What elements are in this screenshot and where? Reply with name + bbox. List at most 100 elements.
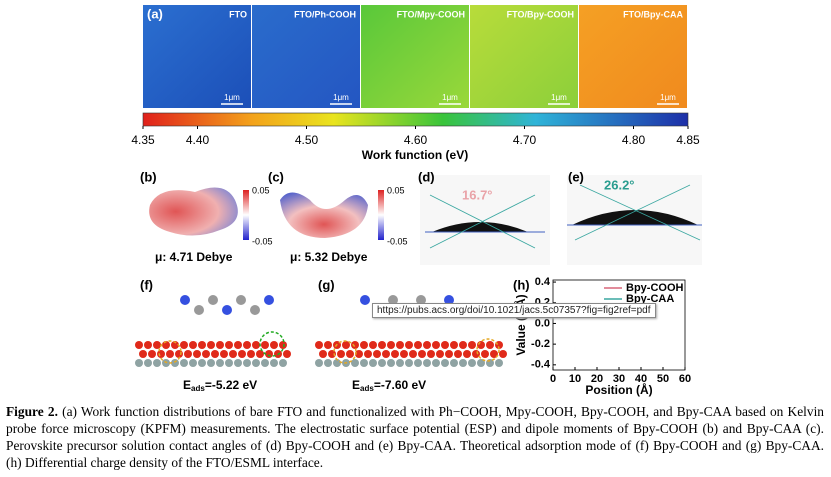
- atom: [324, 359, 332, 367]
- energy-value: =-5.22 eV: [205, 378, 257, 392]
- atom: [279, 359, 287, 367]
- adsorption-energy: Eads=-7.60 eV: [352, 378, 426, 393]
- atom: [405, 341, 413, 349]
- image-title: FTO: [229, 9, 247, 19]
- atom: [189, 359, 197, 367]
- scale-bar-label: 1μm: [333, 93, 349, 102]
- atom: [198, 341, 206, 349]
- scale-bar-label: 1μm: [551, 93, 567, 102]
- atom: [418, 350, 426, 358]
- atom: [360, 341, 368, 349]
- panel-label: (f): [140, 277, 153, 292]
- scale-max: 0.05: [252, 185, 270, 195]
- atom: [252, 341, 260, 349]
- atom: [387, 359, 395, 367]
- x-axis-label: Position (Å): [585, 382, 652, 397]
- atom: [229, 350, 237, 358]
- atom: [378, 341, 386, 349]
- image-title: FTO/Bpy-CAA: [623, 9, 683, 19]
- atom: [198, 359, 206, 367]
- legend-label: Bpy-CAA: [626, 293, 674, 305]
- atom: [333, 359, 341, 367]
- atom: [409, 350, 417, 358]
- atom: [414, 359, 422, 367]
- esp-scale: [378, 190, 384, 240]
- image-title: FTO/Ph-COOH: [294, 9, 356, 19]
- atom: [171, 359, 179, 367]
- contact-angle: 16.7°: [462, 187, 493, 202]
- legend-label: Bpy-COOH: [626, 282, 684, 294]
- colorbar-tick-label: 4.40: [186, 133, 210, 147]
- kpfm-image: [252, 5, 360, 108]
- atom: [387, 341, 395, 349]
- atom: [207, 359, 215, 367]
- colorbar-tick-label: 4.85: [676, 133, 700, 147]
- atom: [264, 295, 274, 305]
- atom: [382, 350, 390, 358]
- atom: [369, 341, 377, 349]
- atom: [481, 350, 489, 358]
- atom: [180, 359, 188, 367]
- caption-text: (a) Work function distributions of bare …: [6, 404, 824, 470]
- atom: [135, 359, 143, 367]
- x-tick-label: 20: [591, 373, 603, 385]
- atom: [414, 341, 422, 349]
- atom: [180, 341, 188, 349]
- atom: [441, 341, 449, 349]
- highlight: [259, 331, 285, 357]
- y-tick-label: 0.0: [535, 317, 550, 329]
- atom: [369, 359, 377, 367]
- atom: [463, 350, 471, 358]
- atom: [238, 350, 246, 358]
- colorbar-tick-label: 4.35: [131, 133, 155, 147]
- atom: [250, 305, 260, 315]
- atom: [148, 350, 156, 358]
- atom: [243, 341, 251, 349]
- droplet: [572, 210, 698, 225]
- atom: [189, 341, 197, 349]
- atom: [180, 295, 190, 305]
- atom: [153, 359, 161, 367]
- atom: [171, 341, 179, 349]
- atom: [468, 341, 476, 349]
- atom: [468, 359, 476, 367]
- atom: [495, 359, 503, 367]
- atom: [144, 341, 152, 349]
- kpfm-image: [579, 5, 687, 108]
- atom: [234, 359, 242, 367]
- panel-label: (e): [568, 169, 584, 184]
- atom: [261, 359, 269, 367]
- panel-label: (d): [418, 169, 435, 184]
- atom: [315, 341, 323, 349]
- atom: [207, 341, 215, 349]
- x-tick-label: 40: [635, 373, 647, 385]
- atom: [427, 350, 435, 358]
- atom: [351, 359, 359, 367]
- atom: [139, 350, 147, 358]
- atom: [477, 359, 485, 367]
- atom: [324, 341, 332, 349]
- atom: [391, 350, 399, 358]
- x-tick-label: 30: [613, 373, 625, 385]
- atom: [450, 341, 458, 349]
- atom: [459, 341, 467, 349]
- atom: [454, 350, 462, 358]
- atom: [211, 350, 219, 358]
- atom: [444, 295, 454, 305]
- atom: [216, 341, 224, 349]
- atom: [373, 350, 381, 358]
- scale-min: -0.05: [252, 236, 273, 246]
- kpfm-image: [143, 5, 251, 108]
- tangent: [429, 194, 536, 249]
- atom: [315, 359, 323, 367]
- atom: [499, 350, 507, 358]
- atom: [388, 295, 398, 305]
- atom: [283, 350, 291, 358]
- atom: [346, 350, 354, 358]
- atom: [220, 350, 228, 358]
- scale-bar-label: 1μm: [442, 93, 458, 102]
- atom: [175, 350, 183, 358]
- atom: [441, 359, 449, 367]
- panel-label: (b): [140, 169, 157, 184]
